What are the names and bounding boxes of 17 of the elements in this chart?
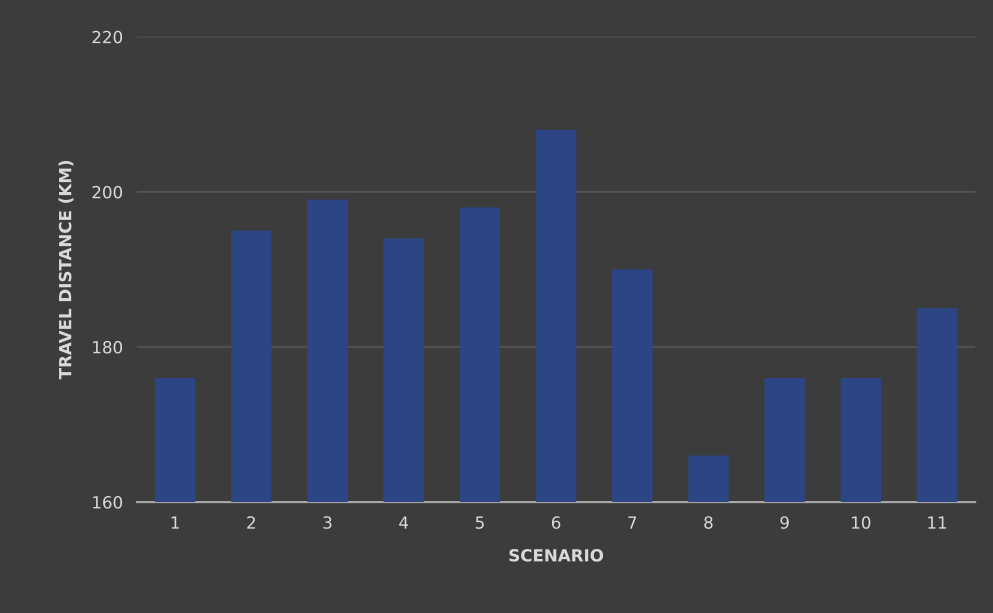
y-tick-label: 180 [93, 340, 122, 354]
x-tick-label: 9 [780, 516, 789, 529]
x-tick-label: 11 [928, 516, 946, 529]
x-tick-label: 5 [476, 516, 484, 529]
x-tick-label: 1 [172, 516, 179, 529]
x-tick-label: 7 [628, 516, 636, 529]
y-tick-label: 220 [92, 30, 122, 44]
x-tick-label: 2 [247, 516, 255, 529]
y-tick-label: 160 [93, 496, 122, 509]
y-tick-label: 200 [92, 186, 122, 198]
x-tick-label: 4 [399, 516, 408, 529]
y-axis-title: TRAVEL DISTANCE (KM) [58, 160, 74, 380]
x-tick-label: 10 [852, 516, 870, 529]
x-axis-title: SCENARIO [509, 549, 604, 562]
x-tick-label: 8 [704, 516, 713, 529]
x-tick-label: 3 [323, 516, 332, 529]
x-tick-label: 6 [552, 516, 560, 529]
